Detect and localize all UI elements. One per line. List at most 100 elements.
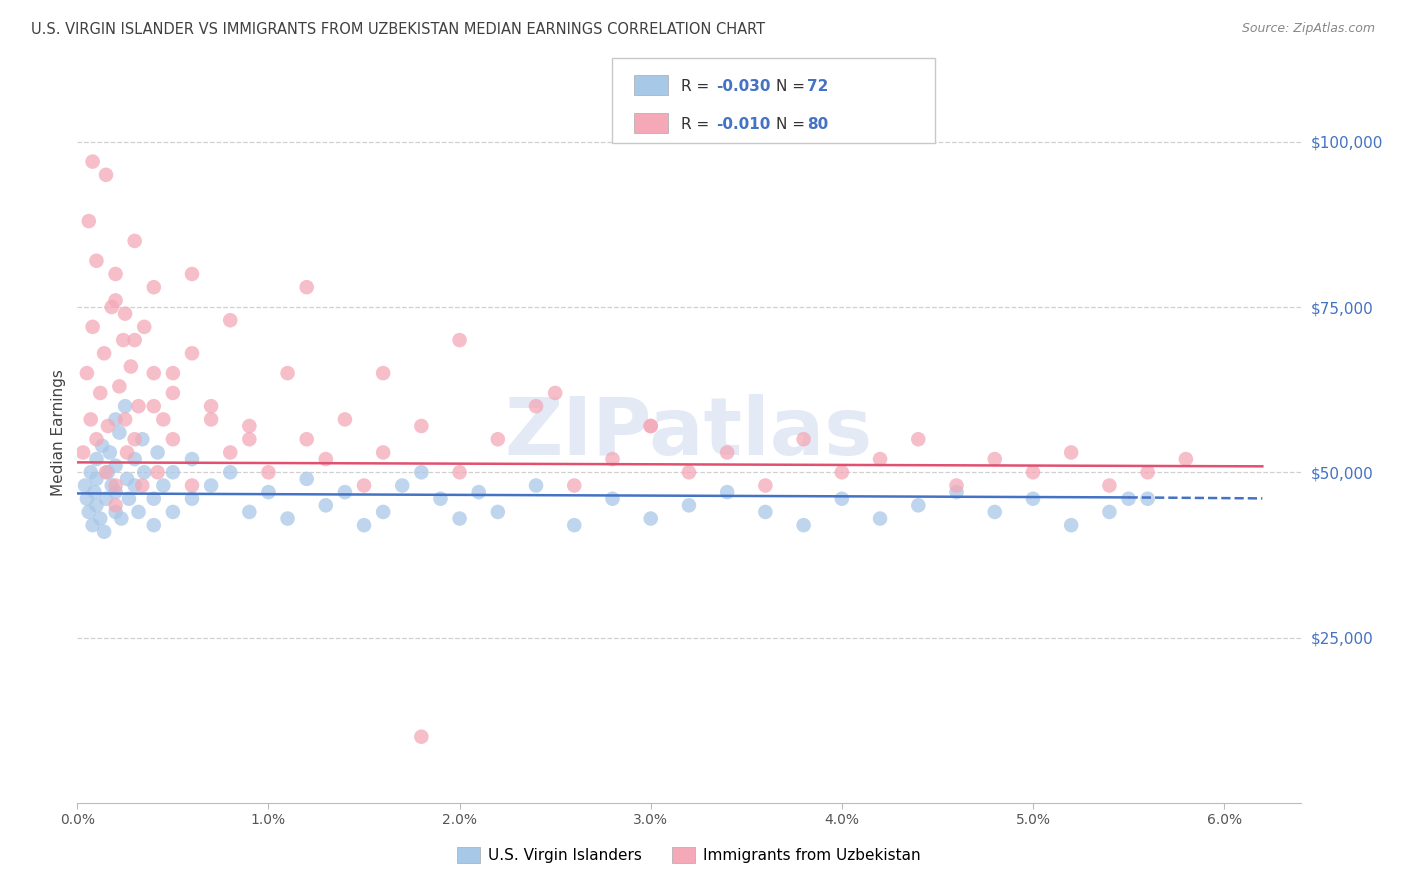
Point (93, 346, 115, 360)
Point (315, 452, 337, 467)
Point (115, 472, 138, 486)
Text: N =: N = (776, 79, 810, 95)
Point (333, 485, 356, 500)
Point (1098, 505, 1121, 519)
Point (115, 445, 138, 459)
Point (831, 465, 853, 479)
Point (200, 399, 222, 413)
Point (142, 280, 165, 294)
Point (86, 452, 108, 467)
Point (114, 412, 136, 426)
Text: U.S. VIRGIN ISLANDER VS IMMIGRANTS FROM UZBEKISTAN MEDIAN EARNINGS CORRELATION C: U.S. VIRGIN ISLANDER VS IMMIGRANTS FROM … (31, 22, 765, 37)
Point (82, 319, 104, 334)
Point (97, 465, 120, 479)
Point (411, 419, 433, 434)
Point (77, 505, 100, 519)
Point (984, 505, 1007, 519)
Text: 72: 72 (807, 79, 828, 95)
Point (124, 478, 146, 492)
Point (640, 511, 662, 525)
Point (118, 491, 141, 506)
Point (869, 511, 891, 525)
Point (219, 313, 242, 327)
Point (257, 465, 280, 479)
Point (152, 478, 174, 492)
Point (100, 300, 122, 314)
Point (1136, 465, 1159, 479)
Point (162, 386, 184, 401)
Point (1136, 491, 1159, 506)
Text: -0.010: -0.010 (716, 117, 770, 132)
Point (1118, 491, 1140, 506)
Point (640, 419, 662, 434)
Point (524, 478, 547, 492)
Point (181, 491, 204, 506)
Point (86, 472, 108, 486)
Point (238, 432, 260, 446)
Point (1174, 452, 1197, 467)
Point (640, 419, 662, 434)
Point (181, 452, 204, 467)
Point (100, 478, 122, 492)
Point (371, 445, 394, 459)
Point (104, 412, 127, 426)
Point (162, 432, 184, 446)
Point (162, 465, 184, 479)
Point (94, 168, 117, 182)
Point (411, 465, 433, 479)
Point (486, 505, 509, 519)
Point (411, 730, 433, 744)
Point (83, 485, 105, 500)
Point (72, 445, 94, 459)
Point (391, 478, 413, 492)
Point (142, 491, 165, 506)
Point (200, 412, 222, 426)
Point (524, 399, 547, 413)
Point (793, 518, 815, 533)
Point (112, 333, 135, 347)
Point (98, 445, 121, 459)
Point (104, 458, 127, 473)
Point (371, 505, 394, 519)
Point (371, 366, 394, 380)
Point (716, 445, 738, 459)
Point (449, 333, 471, 347)
Point (104, 293, 127, 308)
Point (104, 499, 127, 513)
Point (353, 518, 375, 533)
Point (142, 518, 165, 533)
Point (602, 452, 624, 467)
Point (219, 445, 242, 459)
Point (93, 524, 115, 539)
Point (73, 478, 96, 492)
Point (793, 432, 815, 446)
Point (86, 499, 108, 513)
Point (562, 518, 585, 533)
Point (94, 465, 117, 479)
Point (114, 399, 136, 413)
Point (333, 412, 356, 426)
Point (127, 399, 149, 413)
Point (544, 386, 567, 401)
Y-axis label: Median Earnings: Median Earnings (51, 369, 66, 496)
Point (104, 478, 127, 492)
Point (80, 412, 103, 426)
Point (277, 366, 299, 380)
Point (142, 366, 165, 380)
Point (181, 346, 204, 360)
Point (94, 491, 117, 506)
Point (1060, 518, 1083, 533)
Point (678, 499, 700, 513)
Point (108, 379, 131, 393)
Text: R =: R = (681, 79, 714, 95)
Point (181, 267, 204, 281)
Point (353, 478, 375, 492)
Point (219, 465, 242, 479)
Point (486, 432, 509, 446)
Point (146, 465, 169, 479)
Point (104, 267, 127, 281)
Legend: U.S. Virgin Islanders, Immigrants from Uzbekistan: U.S. Virgin Islanders, Immigrants from U… (451, 841, 927, 869)
Point (295, 280, 318, 294)
Point (124, 333, 146, 347)
Point (1022, 465, 1045, 479)
